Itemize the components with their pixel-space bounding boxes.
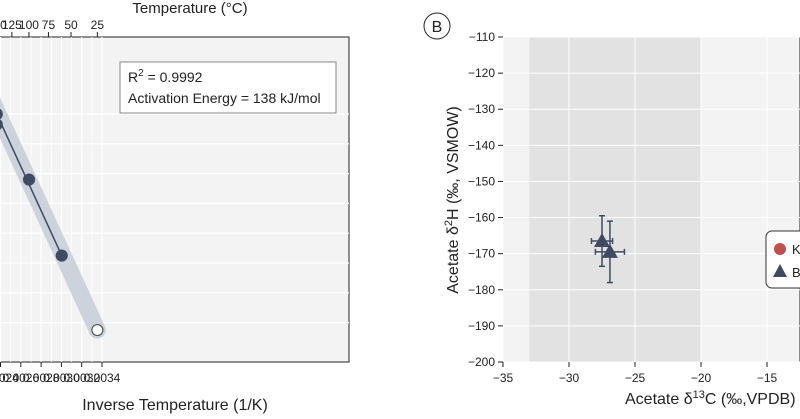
panel-b-x-tick-label: −25 [625, 371, 646, 385]
panel-a-top-ticks: 15012510075 50 25 [0, 18, 104, 37]
panel-b-y-tick-label: −190 [468, 319, 495, 333]
panel-a-top-tick-label: 150 [0, 18, 7, 32]
panel-b-data-points [590, 215, 626, 284]
panel-b-label-circle [423, 12, 451, 40]
panel-b-y-tick-label: −150 [468, 174, 495, 188]
panel-a-x-axis-title: Inverse Temperature (1/K) [82, 397, 268, 414]
panel-b-y-tick-label: −130 [468, 102, 495, 116]
activation-energy-text: Activation Energy = 138 kJ/mol [128, 90, 321, 106]
panel-a-x-tick-label: 0.0030 [43, 371, 80, 385]
panel-b-gridlines [502, 36, 800, 363]
panel-a-top-tick-label: 50 [64, 18, 78, 32]
panel-b-y-tick-label: −110 [469, 30, 495, 44]
panel-b-triangle-point [601, 243, 618, 258]
panel-a-x-tick-label: 0.0026 [2, 371, 39, 385]
panel-b-y-tick-label: −140 [468, 138, 495, 152]
panel-b: B −110 −120 −130 −140 −150 −160 −170 −180 −190 −2… [423, 12, 800, 408]
panel-b-x-tick-label: −20 [691, 371, 712, 385]
legend-label-b: B [792, 265, 800, 280]
panel-a-top-tick-label: 125 [2, 18, 22, 32]
panel-a-top-tick-label: 75 [42, 18, 56, 32]
panel-a-x-tick-label: 0.0024 [0, 371, 19, 385]
panel-b-legend [765, 230, 800, 289]
panel-a-top-axis-title: Temperature (°C) [132, 0, 247, 17]
panel-a-confidence-band [0, 97, 106, 339]
panel-a-gridlines [0, 37, 349, 362]
panel-b-x-tick-label: −15 [757, 371, 778, 385]
panel-b-shaded-range [529, 37, 701, 362]
legend-marker-b [773, 264, 787, 277]
panel-b-x-tick-label: −30 [559, 371, 580, 385]
panel-a-data-point [0, 108, 3, 120]
panel-a-band-shape [0, 97, 106, 339]
panel-b-x-ticks: −35 −30 −25 −20 −15 [493, 362, 778, 385]
r-squared-text: R2 = 0.9992 [128, 68, 203, 85]
panel-a-data-point [22, 173, 36, 186]
panel-b-y-tick-label: −200 [468, 355, 495, 369]
legend-marker-k [774, 243, 786, 255]
panel-a-x-tick-label: 0.0034 [84, 371, 121, 385]
panel-a-x-tick-label: 0.0032 [63, 371, 100, 385]
panel-a-top-tick-label: 100 [19, 18, 39, 32]
panel-b-y-tick-label: −180 [468, 283, 495, 297]
panel-a-data-point [0, 119, 3, 130]
panel-b-x-axis-title: Acetate δ13C (‰,VPDB) [625, 389, 796, 408]
panel-b-x-tick-label: −35 [493, 371, 514, 385]
panel-b-y-tick-label: −170 [468, 247, 495, 261]
panel-a-top-tick-label: 25 [91, 18, 105, 32]
panel-a-annotation-box [119, 61, 337, 114]
panel-b-y-ticks: −110 −120 −130 −140 −150 −160 −170 −180 −190 −200 [468, 30, 503, 369]
panel-a-data-points [0, 108, 104, 337]
panel-b-shade-rect [529, 37, 701, 362]
panel-b-triangle-point [594, 233, 610, 248]
panel-b-label: B [432, 19, 443, 36]
panel-b-y-tick-label: −160 [468, 211, 495, 225]
legend-label-k: K [792, 242, 800, 257]
panel-b-y-axis-title: Acetate δ2H (‰, VSMOW) [443, 106, 462, 294]
panel-a-data-point [55, 249, 68, 262]
panel-a-open-point [91, 323, 104, 337]
panel-a-x-tick-label: 0.0028 [23, 371, 60, 385]
panel-b-y-tick-label: −120 [468, 66, 495, 80]
